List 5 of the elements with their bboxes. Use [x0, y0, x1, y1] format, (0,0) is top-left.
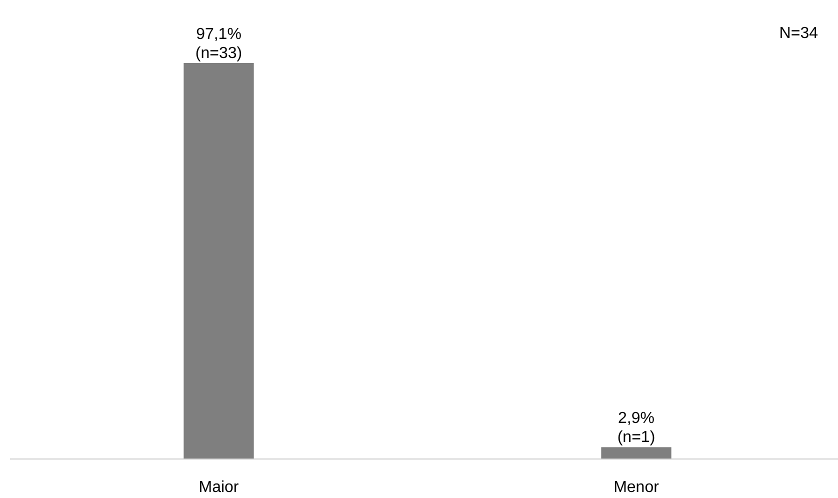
x-tick-label: Menor — [614, 479, 660, 496]
data-label: 2,9% (n=1) — [617, 410, 656, 446]
data-label: 97,1% (n=33) — [195, 26, 242, 62]
text: N=34 — [779, 25, 818, 42]
x-tick-label: Maior — [198, 479, 240, 496]
